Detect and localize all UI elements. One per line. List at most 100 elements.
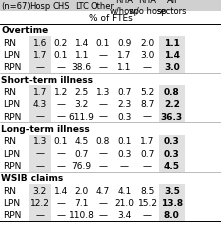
Text: 4.3: 4.3 [33, 100, 47, 109]
Text: LPN: LPN [3, 51, 20, 60]
Text: 0.1: 0.1 [53, 51, 68, 60]
Bar [159, 160, 185, 172]
Text: 13.8: 13.8 [161, 198, 183, 207]
Text: 3.0: 3.0 [164, 63, 180, 72]
Text: 15.2: 15.2 [137, 198, 158, 207]
Text: —: — [35, 210, 44, 219]
Text: —: — [143, 112, 152, 121]
Text: 1.7: 1.7 [117, 51, 131, 60]
Text: —: — [35, 161, 44, 170]
Bar [29, 147, 51, 160]
Text: 0.3: 0.3 [164, 137, 180, 146]
Text: 0.7: 0.7 [140, 149, 155, 158]
Text: 1.4: 1.4 [164, 51, 180, 60]
Text: —: — [35, 63, 44, 72]
Text: 4.7: 4.7 [96, 186, 110, 195]
Text: 2.0: 2.0 [75, 186, 89, 195]
Bar [29, 135, 51, 147]
Text: 2.2: 2.2 [164, 100, 180, 109]
Text: —: — [98, 198, 107, 207]
Bar [29, 37, 51, 49]
Text: 0.7: 0.7 [74, 149, 89, 158]
Text: RHA
w/o hosp: RHA w/o hosp [129, 0, 166, 16]
Text: 1.6: 1.6 [32, 38, 47, 47]
Text: —: — [56, 63, 65, 72]
Bar [159, 61, 185, 74]
Text: LTC: LTC [75, 2, 89, 11]
Text: —: — [56, 161, 65, 170]
Text: 1.3: 1.3 [95, 88, 110, 96]
Text: 7.1: 7.1 [74, 198, 89, 207]
Text: 76.9: 76.9 [72, 161, 92, 170]
Text: 8.7: 8.7 [140, 100, 155, 109]
Text: 1.4: 1.4 [54, 186, 68, 195]
Bar [0, 0, 221, 12]
Text: RN: RN [3, 186, 16, 195]
Text: 1.7: 1.7 [32, 51, 47, 60]
Text: 0.3: 0.3 [117, 112, 131, 121]
Text: 8.5: 8.5 [140, 186, 155, 195]
Text: 3.5: 3.5 [164, 186, 180, 195]
Bar [29, 98, 51, 110]
Text: —: — [56, 210, 65, 219]
Text: —: — [35, 112, 44, 121]
Bar [159, 86, 185, 98]
Text: 12.2: 12.2 [30, 198, 50, 207]
Text: 3.2: 3.2 [33, 186, 47, 195]
Text: WSIB claims: WSIB claims [1, 173, 63, 183]
Text: 0.1: 0.1 [117, 137, 131, 146]
Bar [159, 209, 185, 221]
Bar [159, 49, 185, 61]
Text: 1.2: 1.2 [54, 88, 68, 96]
Text: —: — [98, 210, 107, 219]
Text: RHA
w/hosp: RHA w/hosp [109, 0, 139, 16]
Bar [29, 196, 51, 209]
Text: 4.5: 4.5 [164, 161, 180, 170]
Bar [159, 37, 185, 49]
Bar [29, 110, 51, 123]
Text: 3.0: 3.0 [140, 51, 155, 60]
Bar [159, 147, 185, 160]
Bar [29, 209, 51, 221]
Text: —: — [56, 198, 65, 207]
Text: RN: RN [3, 88, 16, 96]
Text: 0.2: 0.2 [54, 38, 68, 47]
Text: 2.0: 2.0 [140, 38, 155, 47]
Text: 0.3: 0.3 [164, 149, 180, 158]
Text: RPN: RPN [3, 210, 22, 219]
Text: —: — [98, 51, 107, 60]
Text: CHS: CHS [52, 2, 70, 11]
Text: 1.7: 1.7 [140, 137, 155, 146]
Text: —: — [143, 161, 152, 170]
Text: RN: RN [3, 137, 16, 146]
Text: LPN: LPN [3, 100, 20, 109]
Text: LPN: LPN [3, 149, 20, 158]
Text: Hosp: Hosp [29, 2, 50, 11]
Text: 3.4: 3.4 [117, 210, 131, 219]
Text: 4.5: 4.5 [75, 137, 89, 146]
Text: —: — [143, 210, 152, 219]
Bar [159, 135, 185, 147]
Text: 1.1: 1.1 [74, 51, 89, 60]
Text: —: — [98, 100, 107, 109]
Text: 3.2: 3.2 [75, 100, 89, 109]
Bar [29, 61, 51, 74]
Text: 0.9: 0.9 [117, 38, 131, 47]
Text: —: — [143, 63, 152, 72]
Text: Short-term illness: Short-term illness [1, 75, 93, 84]
Text: —: — [35, 149, 44, 158]
Text: RPN: RPN [3, 161, 22, 170]
Text: 4.1: 4.1 [117, 186, 131, 195]
Text: 1.7: 1.7 [32, 88, 47, 96]
Text: 38.6: 38.6 [72, 63, 92, 72]
Text: —: — [56, 149, 65, 158]
Text: 8.0: 8.0 [164, 210, 180, 219]
Text: —: — [56, 100, 65, 109]
Text: % of FTEs: % of FTEs [89, 14, 132, 23]
Text: 21.0: 21.0 [114, 198, 134, 207]
Text: 1.3: 1.3 [32, 137, 47, 146]
Text: —: — [56, 112, 65, 121]
Text: 2.5: 2.5 [75, 88, 89, 96]
Text: 1.4: 1.4 [75, 38, 89, 47]
Text: 2.3: 2.3 [117, 100, 131, 109]
